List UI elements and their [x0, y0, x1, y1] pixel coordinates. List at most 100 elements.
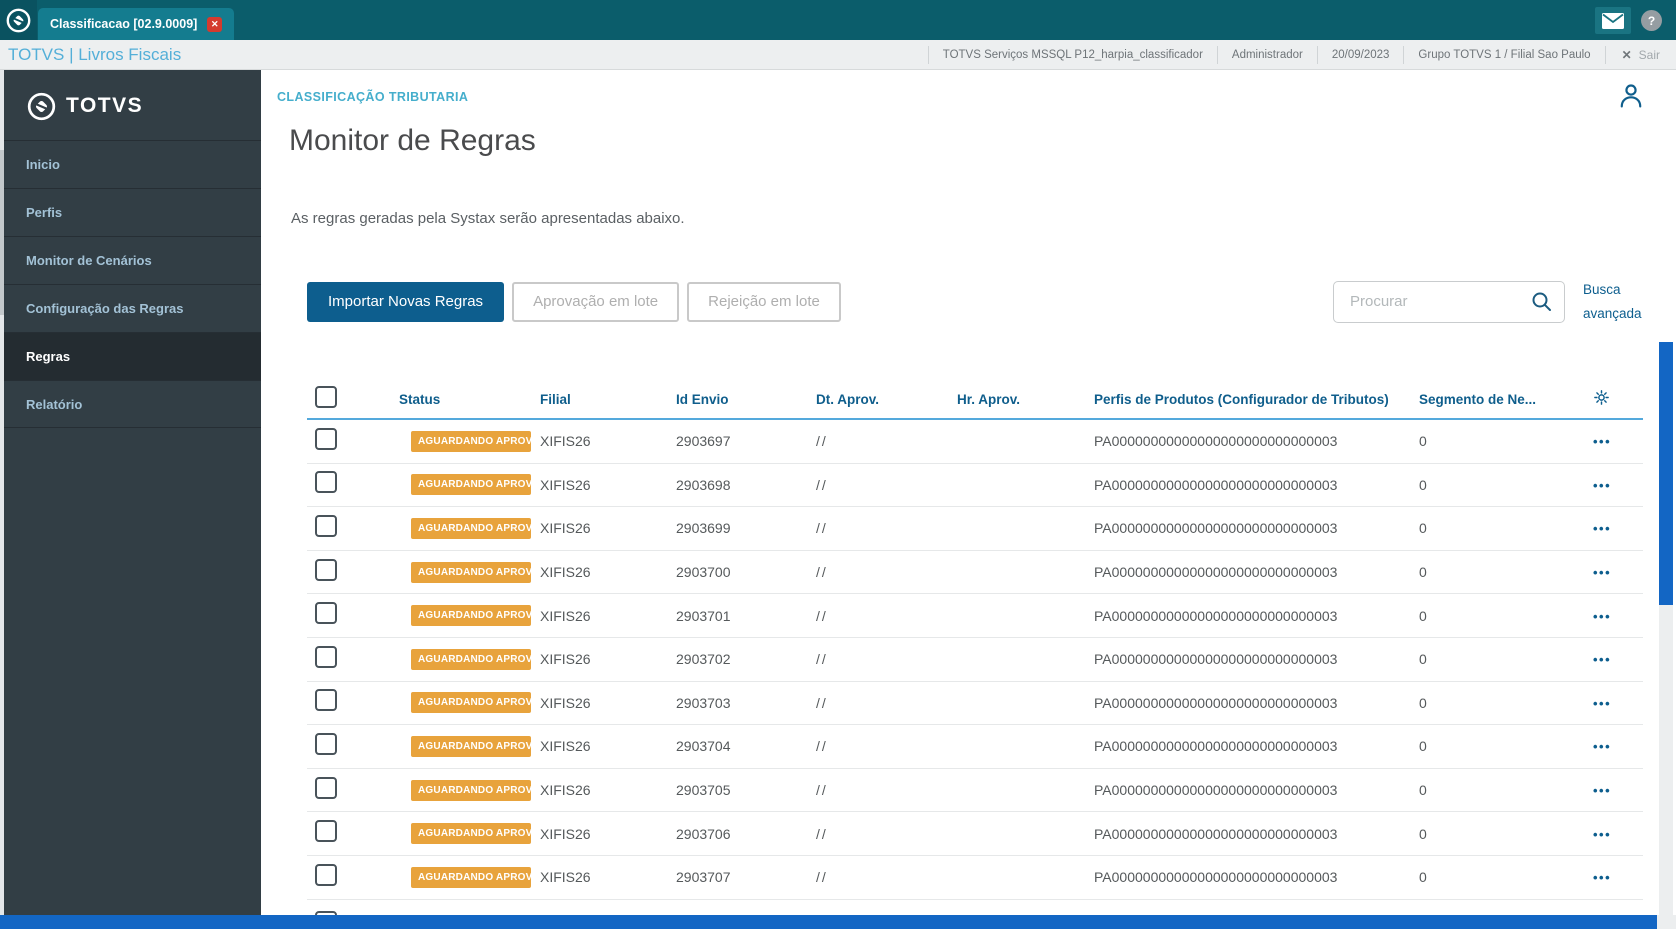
row-actions-menu[interactable]: •••: [1593, 870, 1612, 886]
table-row: AGUARDANDO APROVA XIFIS26 2903701 // PA0…: [307, 594, 1643, 638]
status-badge: AGUARDANDO APROVA: [411, 823, 531, 845]
cell-id-envio: 2903698: [676, 476, 731, 493]
table-row: AGUARDANDO APROVA XIFIS26 2903704 // PA0…: [307, 725, 1643, 769]
cell-dt-aprov: //: [816, 651, 828, 668]
cell-id-envio: 2903706: [676, 825, 731, 842]
cell-dt-aprov: //: [816, 782, 828, 799]
row-checkbox[interactable]: [315, 558, 337, 581]
table-row: AGUARDANDO APROVA XIFIS26 2903698 // PA0…: [307, 464, 1643, 508]
column-header-segmento[interactable]: Segmento de Ne...: [1419, 392, 1537, 407]
cell-segmento: 0: [1419, 738, 1427, 755]
header-divider: [1403, 45, 1405, 64]
advanced-search-link[interactable]: Busca avançada: [1583, 282, 1642, 321]
cell-perfil-produto: PA00000000000000000000000000003: [1094, 782, 1338, 799]
row-checkbox[interactable]: [315, 820, 337, 843]
batch-reject-button[interactable]: Rejeição em lote: [687, 281, 841, 322]
cell-id-envio: 2903701: [676, 607, 731, 624]
column-header-filial[interactable]: Filial: [540, 392, 571, 407]
row-checkbox[interactable]: [315, 689, 337, 712]
vertical-scrollbar-thumb[interactable]: [1659, 342, 1673, 605]
cell-dt-aprov: //: [816, 694, 828, 711]
row-checkbox[interactable]: [315, 863, 337, 886]
breadcrumb: CLASSIFICAÇÃO TRIBUTARIA: [277, 90, 469, 104]
row-actions-menu[interactable]: •••: [1593, 783, 1612, 799]
row-checkbox[interactable]: [315, 514, 337, 537]
cell-perfil-produto: PA00000000000000000000000000003: [1094, 520, 1338, 537]
column-header-id-envio[interactable]: Id Envio: [676, 392, 729, 407]
mail-button[interactable]: [1595, 7, 1631, 34]
row-actions-menu[interactable]: •••: [1593, 739, 1612, 755]
status-badge: AGUARDANDO APROVA: [411, 474, 531, 496]
row-actions-menu[interactable]: •••: [1593, 434, 1612, 450]
cell-id-envio: 2903697: [676, 433, 731, 450]
row-actions-menu[interactable]: •••: [1593, 565, 1612, 581]
row-checkbox[interactable]: [315, 427, 337, 450]
search-input[interactable]: [1333, 280, 1565, 323]
row-checkbox[interactable]: [315, 645, 337, 668]
left-scrollbar-thumb[interactable]: [0, 150, 4, 315]
cell-filial: XIFIS26: [540, 433, 591, 450]
cell-perfil-produto: PA00000000000000000000000000003: [1094, 564, 1338, 581]
help-button[interactable]: ?: [1641, 10, 1662, 31]
sidebar-nav: Inicio Perfis Monitor de Cenários Config…: [0, 140, 261, 428]
status-badge: AGUARDANDO APROVA: [411, 779, 531, 801]
row-actions-menu[interactable]: •••: [1593, 608, 1612, 624]
column-header-hr-aprov[interactable]: Hr. Aprov.: [957, 392, 1021, 407]
column-header-perfis[interactable]: Perfis de Produtos (Configurador de Trib…: [1094, 392, 1389, 407]
sidebar-item-monitor-de-cenarios[interactable]: Monitor de Cenários: [0, 236, 261, 284]
column-header-status[interactable]: Status: [399, 392, 441, 407]
app-tab-label: Classificacao [02.9.0009]: [50, 17, 198, 31]
sidebar-item-inicio[interactable]: Inicio: [0, 140, 261, 188]
cell-segmento: 0: [1419, 869, 1427, 886]
cell-segmento: 0: [1419, 433, 1427, 450]
row-checkbox[interactable]: [315, 602, 337, 625]
row-actions-menu[interactable]: •••: [1593, 477, 1612, 493]
table-row: AGUARDANDO APROVA XIFIS26 2903706 // PA0…: [307, 812, 1643, 856]
sidebar-item-perfis[interactable]: Perfis: [0, 188, 261, 236]
logout-button[interactable]: ✕ Sair: [1606, 48, 1676, 62]
horizontal-scrollbar-thumb[interactable]: [0, 915, 1657, 929]
row-actions-menu[interactable]: •••: [1593, 521, 1612, 537]
cell-filial: XIFIS26: [540, 869, 591, 886]
page-title: Monitor de Regras: [289, 124, 536, 157]
totvs-mark-icon: [6, 8, 31, 32]
row-checkbox[interactable]: [315, 776, 337, 799]
tab-close-icon[interactable]: ✕: [207, 16, 223, 32]
logout-label: Sair: [1638, 47, 1660, 62]
table-row: AGUARDANDO APROVA XIFIS26 2903707 // PA0…: [307, 856, 1643, 900]
status-badge: AGUARDANDO APROVA: [411, 648, 531, 670]
cell-segmento: 0: [1419, 476, 1427, 493]
vertical-scrollbar[interactable]: [1659, 342, 1673, 915]
cell-segmento: 0: [1419, 825, 1427, 842]
table-row: AGUARDANDO APROVA XIFIS26 2903702 // PA0…: [307, 638, 1643, 682]
cell-dt-aprov: //: [816, 520, 828, 537]
cell-filial: XIFIS26: [540, 476, 591, 493]
cell-dt-aprov: //: [816, 738, 828, 755]
person-icon: [1620, 84, 1642, 108]
left-scrollbar[interactable]: [0, 70, 4, 915]
batch-approve-button[interactable]: Aprovação em lote: [512, 281, 680, 322]
horizontal-scrollbar[interactable]: [0, 915, 1676, 929]
date-label: 20/09/2023: [1331, 48, 1390, 61]
cell-filial: XIFIS26: [540, 738, 591, 755]
table-header-row: Status Filial Id Envio Dt. Aprov. Hr. Ap…: [307, 381, 1643, 420]
user-profile-button[interactable]: [1619, 83, 1643, 113]
header-divider: [1604, 45, 1606, 64]
cell-id-envio: 2903700: [676, 564, 731, 581]
row-actions-menu[interactable]: •••: [1593, 826, 1612, 842]
cell-perfil-produto: PA00000000000000000000000000003: [1094, 825, 1338, 842]
sidebar-item-relatorio[interactable]: Relatório: [0, 380, 261, 428]
row-actions-menu[interactable]: •••: [1593, 695, 1612, 711]
sidebar-item-configuracao-das-regras[interactable]: Configuração das Regras: [0, 284, 261, 332]
column-header-dt-aprov[interactable]: Dt. Aprov.: [816, 392, 879, 407]
app-tab[interactable]: Classificacao [02.9.0009] ✕: [38, 8, 235, 40]
import-rules-button[interactable]: Importar Novas Regras: [307, 281, 505, 322]
column-settings-button[interactable]: [1585, 389, 1643, 411]
table-row: AGUARDANDO APROVA XIFIS26 2903705 // PA0…: [307, 769, 1643, 813]
select-all-checkbox[interactable]: [315, 386, 337, 408]
sidebar-item-regras[interactable]: Regras: [0, 332, 261, 380]
row-checkbox[interactable]: [315, 732, 337, 755]
search-icon[interactable]: [1531, 291, 1553, 318]
row-actions-menu[interactable]: •••: [1593, 652, 1612, 668]
row-checkbox[interactable]: [315, 471, 337, 494]
